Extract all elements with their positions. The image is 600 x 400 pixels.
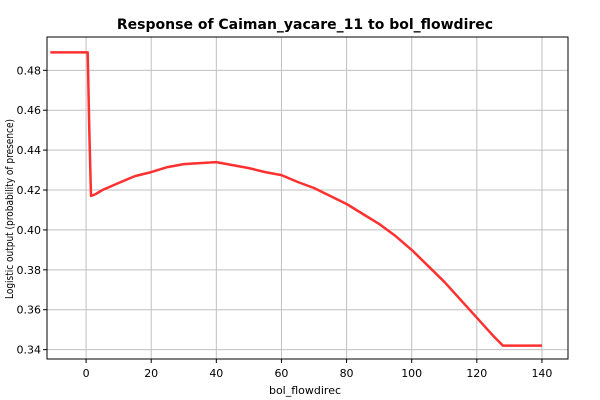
y-axis-label: Logistic output (probability of presence… (3, 119, 16, 299)
y-tick-label: 0.40 (17, 224, 42, 237)
series-line (50, 51, 542, 347)
x-tick-label: 20 (144, 367, 158, 380)
x-tick-label: 140 (531, 367, 552, 380)
x-tick-label: 60 (274, 367, 288, 380)
y-tick-label: 0.46 (17, 104, 42, 117)
y-tick-label: 0.34 (17, 344, 42, 357)
y-tick-label: 0.36 (17, 304, 42, 317)
x-axis-label: bol_flowdirec (269, 384, 341, 397)
y-tick-label: 0.44 (17, 144, 42, 157)
y-tick-label: 0.48 (17, 64, 42, 77)
y-tick-label: 0.42 (17, 184, 42, 197)
plot-frame (46, 36, 569, 360)
y-tick-label: 0.38 (17, 264, 42, 277)
x-tick-label: 40 (209, 367, 223, 380)
x-tick-label: 100 (401, 367, 422, 380)
x-tick-label: 120 (466, 367, 487, 380)
chart-title: Response of Caiman_yacare_11 to bol_flow… (117, 17, 493, 33)
x-tick-label: 80 (340, 367, 354, 380)
x-tick-label: 0 (83, 367, 90, 380)
axis-ticks: 0 20 40 60 80 100 120 140 0.34 0.36 0.38 0.40 0.42 0.… (17, 64, 553, 380)
grid-lines (47, 37, 568, 359)
